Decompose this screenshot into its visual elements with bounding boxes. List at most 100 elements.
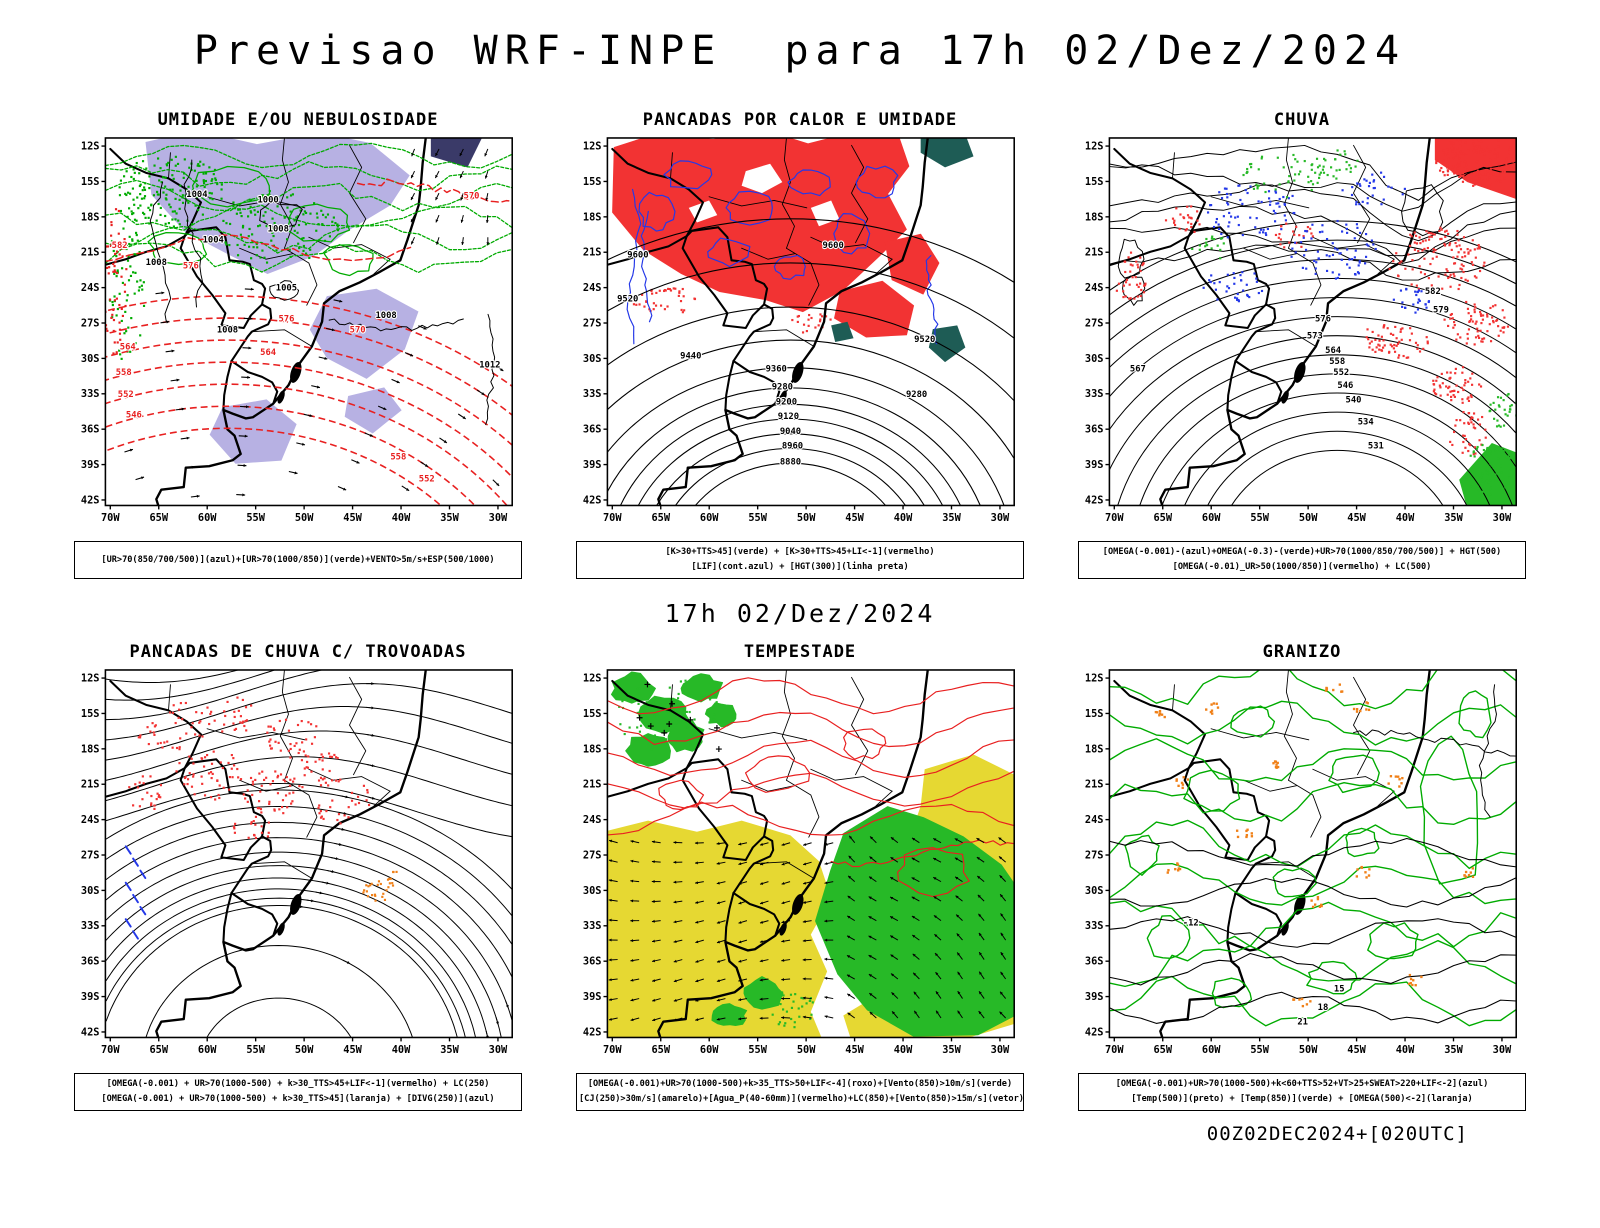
lat-tick-label: 24S (583, 282, 602, 294)
contour-label: 9360 (766, 364, 787, 374)
map-frame (1109, 670, 1516, 1037)
lon-tick-label: 40W (1396, 512, 1415, 524)
lat-tick-label: 27S (81, 317, 100, 329)
caption-line: [LIF](cont.azul) + [HGT(300)](linha pret… (579, 560, 1021, 575)
caption-umidade: [UR>70(850/700/500)](azul)+[UR>70(1000/8… (74, 541, 522, 579)
lat-tick-label: 36S (583, 424, 602, 436)
contour-label: 1008 (146, 258, 167, 268)
contour-label: 9440 (680, 351, 701, 361)
lon-tick-label: 50W (295, 1044, 314, 1056)
contour-label: 15 (1334, 985, 1345, 995)
contour-label: 558 (1329, 357, 1345, 367)
lat-tick-label: 36S (81, 424, 100, 436)
lat-tick-label: 30S (1085, 885, 1104, 897)
lat-tick-label: 12S (81, 141, 100, 153)
lat-tick-label: 27S (1085, 317, 1104, 329)
lat-tick-label: 18S (81, 211, 100, 223)
contour-label: 1012 (479, 361, 500, 371)
panel-title-umidade: UMIDADE E/OU NEBULOSIDADE (72, 110, 524, 130)
lon-tick-label: 60W (700, 512, 719, 524)
contour-label: 576 (278, 315, 294, 325)
contour-label: 564 (1325, 346, 1341, 356)
run-info-label: 00Z02DEC2024+[020UTC] (0, 1123, 1600, 1145)
lon-tick-label: 45W (343, 512, 362, 524)
lon-tick-label: 45W (845, 512, 864, 524)
lat-tick-label: 30S (583, 885, 602, 897)
contour-label: 9040 (780, 427, 801, 437)
panel-title-trovoadas: PANCADAS DE CHUVA C/ TROVOADAS (72, 642, 524, 662)
contour-label: 9200 (776, 397, 797, 407)
lon-tick-label: 65W (149, 1044, 168, 1056)
panel-title-chuva: CHUVA (1076, 110, 1528, 130)
contour-label: 552 (1333, 368, 1349, 378)
lon-tick-label: 55W (246, 1044, 265, 1056)
contour-label: 558 (390, 453, 406, 463)
contour-label: 1004 (186, 190, 207, 200)
lat-tick-label: 27S (583, 849, 602, 861)
lon-tick-label: 30W (1493, 512, 1512, 524)
lon-tick-label: 70W (101, 1044, 120, 1056)
contour-label: 579 (1433, 306, 1449, 316)
contour-label: 18 (1318, 1003, 1329, 1013)
lat-tick-label: 18S (583, 743, 602, 755)
lat-tick-label: 42S (1085, 494, 1104, 506)
caption-trovoadas: [OMEGA(-0.001) + UR>70(1000-500) + k>30_… (74, 1073, 522, 1111)
lat-tick-label: 30S (81, 353, 100, 365)
lon-tick-label: 60W (198, 1044, 217, 1056)
contour-label: 1008 (268, 225, 289, 235)
lon-tick-label: 45W (343, 1044, 362, 1056)
lat-tick-label: 18S (1085, 743, 1104, 755)
lat-tick-label: 24S (81, 814, 100, 826)
lat-tick-label: 42S (583, 1026, 602, 1038)
contour-label: 552 (118, 390, 134, 400)
page-title: Previsao WRF-INPE para 17h 02/Dez/2024 (0, 28, 1600, 74)
caption-line: [OMEGA(-0.001) + UR>70(1000-500) + k>30_… (77, 1092, 519, 1107)
contour-label: 540 (1346, 396, 1362, 406)
panel-title-pancadas-calor: PANCADAS POR CALOR E UMIDADE (574, 110, 1026, 130)
lat-tick-label: 33S (81, 920, 100, 932)
lon-tick-label: 35W (1444, 1044, 1463, 1056)
contour-label: 9520 (914, 335, 935, 345)
lon-tick-label: 35W (942, 512, 961, 524)
caption-line: [OMEGA(-0.001) + UR>70(1000-500) + k>30_… (77, 1077, 519, 1092)
contour-label: 552 (419, 475, 435, 485)
lon-tick-label: 65W (1153, 512, 1172, 524)
lat-tick-label: 24S (583, 814, 602, 826)
lat-tick-label: 12S (1085, 141, 1104, 153)
lat-tick-label: 12S (1085, 673, 1104, 685)
contour-label: 576 (183, 261, 199, 271)
map-layers: 9600960095209520944093609280928092009120… (574, 132, 1026, 537)
lon-tick-label: 65W (149, 512, 168, 524)
lat-tick-label: 39S (583, 991, 602, 1003)
map-pancadas-calor: 9600960095209520944093609280928092009120… (574, 132, 1026, 537)
lon-tick-label: 45W (845, 1044, 864, 1056)
lon-tick-label: 50W (1299, 1044, 1318, 1056)
caption-pancadas-calor: [K>30+TTS>45](verde) + [K>30+TTS>45+LI<-… (576, 541, 1024, 579)
lon-tick-label: 30W (489, 1044, 508, 1056)
lat-tick-label: 39S (583, 459, 602, 471)
contour-label: 573 (1307, 331, 1323, 341)
contour-label: 546 (126, 410, 142, 420)
caption-line: [CJ(250)>30m/s](amarelo)+[Agua_P(40-60mm… (579, 1092, 1021, 1107)
lon-tick-label: 35W (1444, 512, 1463, 524)
lon-tick-label: 40W (1396, 1044, 1415, 1056)
map-chuva: 58257957657356756455855254654053453112S1… (1076, 132, 1528, 537)
lon-tick-label: 55W (1250, 512, 1269, 524)
lon-tick-label: 35W (440, 1044, 459, 1056)
lat-tick-label: 39S (81, 459, 100, 471)
lon-tick-label: 55W (748, 1044, 767, 1056)
contour-label: -12 (1183, 918, 1199, 928)
lon-tick-label: 65W (651, 1044, 670, 1056)
lat-tick-label: 12S (583, 673, 602, 685)
lat-tick-label: 12S (583, 141, 602, 153)
panel-title-tempestade: TEMPESTADE (574, 642, 1026, 662)
caption-line: [UR>70(850/700/500)](azul)+[UR>70(1000/8… (77, 553, 519, 568)
